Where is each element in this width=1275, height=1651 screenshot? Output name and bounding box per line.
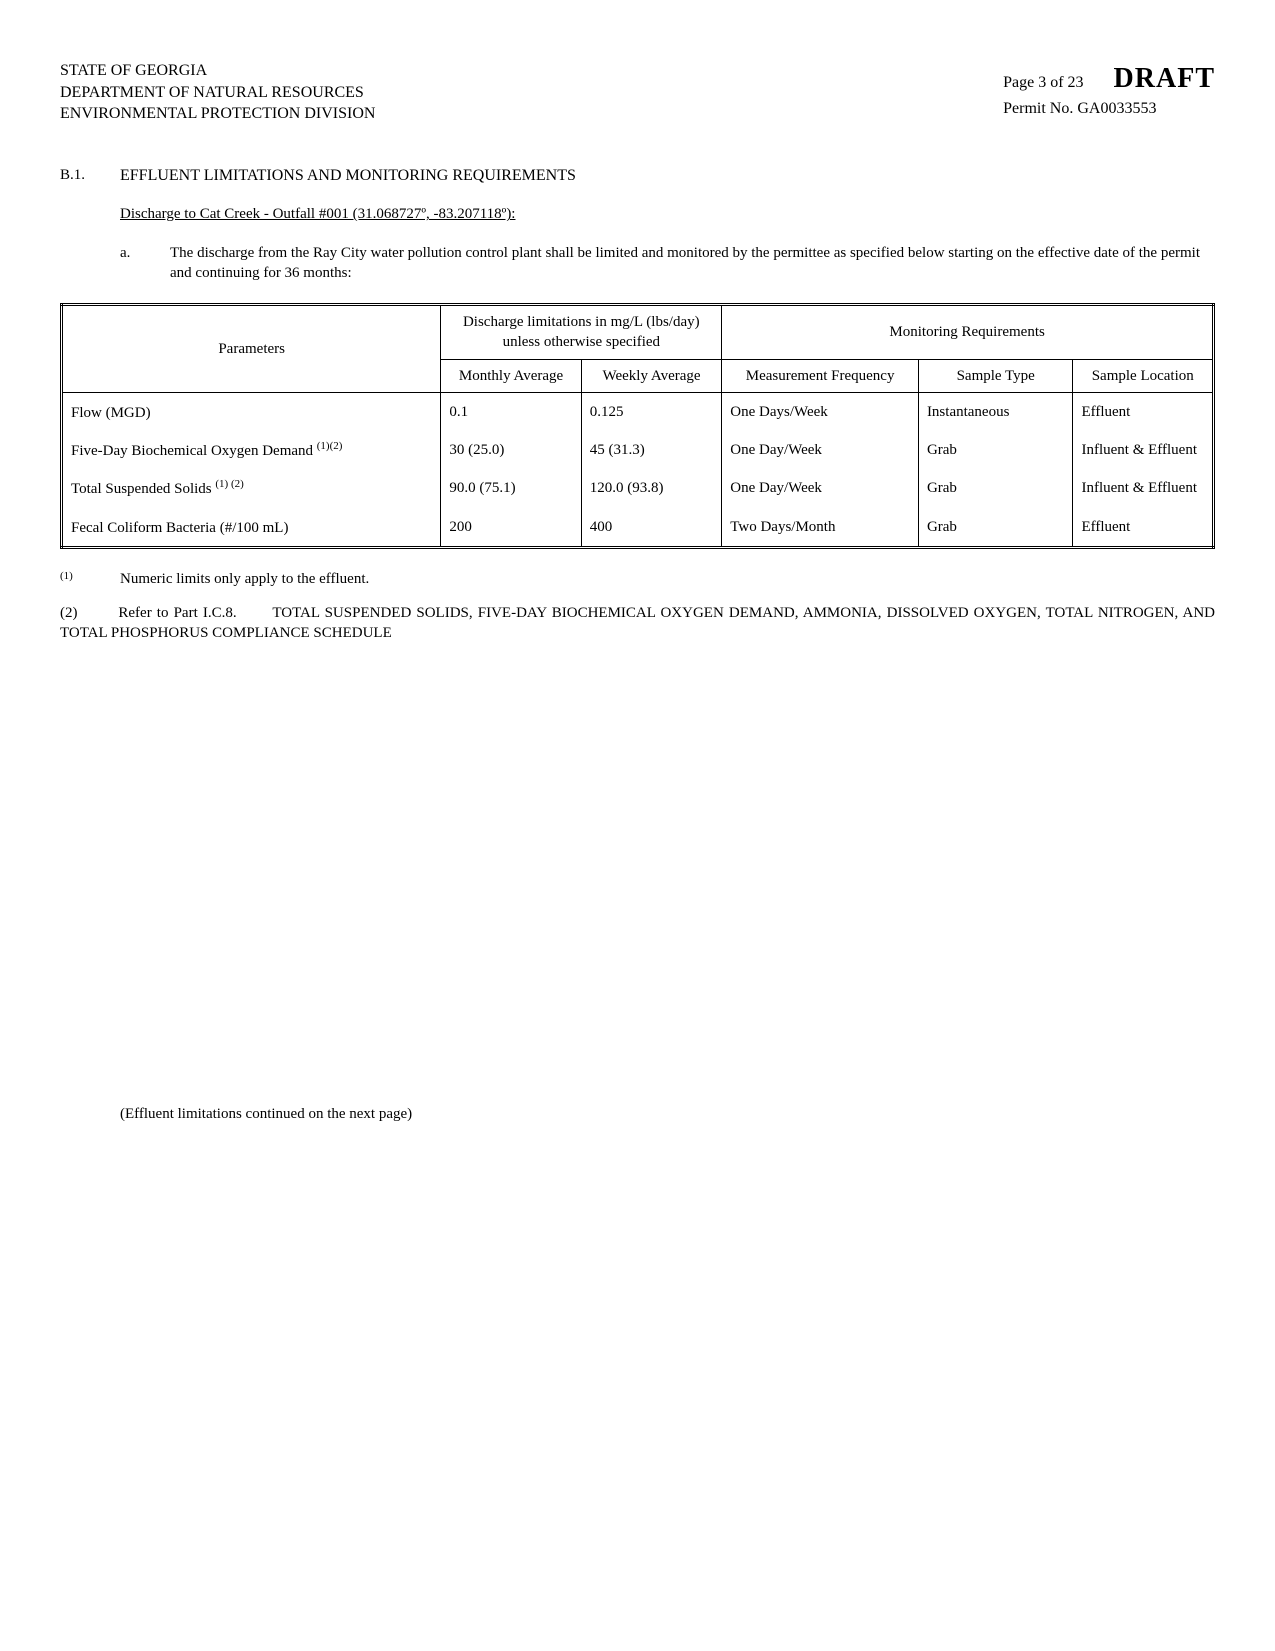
permit-number: Permit No. GA0033553: [1003, 98, 1215, 120]
draft-watermark: DRAFT: [1114, 60, 1215, 98]
cell-type: Grab: [918, 508, 1073, 548]
cell-monthly: 200: [441, 508, 581, 548]
cell-freq: One Day/Week: [722, 431, 919, 469]
header-agency: STATE OF GEORGIA DEPARTMENT OF NATURAL R…: [60, 60, 375, 125]
table-row: Flow (MGD) 0.1 0.125 One Days/Week Insta…: [62, 392, 1214, 431]
subsection-letter: a.: [120, 243, 170, 284]
subsection-a: a. The discharge from the Ray City water…: [120, 243, 1215, 284]
section-number: B.1.: [60, 165, 120, 187]
page-header: STATE OF GEORGIA DEPARTMENT OF NATURAL R…: [60, 60, 1215, 125]
footnote-2: (2) Refer to Part I.C.8. TOTAL SUSPENDED…: [60, 603, 1215, 644]
cell-param: Five-Day Biochemical Oxygen Demand: [71, 443, 317, 459]
header-state: STATE OF GEORGIA: [60, 60, 375, 82]
subsection-text: The discharge from the Ray City water po…: [170, 243, 1215, 284]
col-sample-location: Sample Location: [1073, 359, 1214, 392]
col-monthly: Monthly Average: [441, 359, 581, 392]
footnote-1-ref: (1): [60, 570, 73, 582]
col-monitoring: Monitoring Requirements: [722, 305, 1214, 360]
col-frequency: Measurement Frequency: [722, 359, 919, 392]
table-row: Fecal Coliform Bacteria (#/100 mL) 200 4…: [62, 508, 1214, 548]
cell-monthly: 0.1: [441, 392, 581, 431]
cell-type: Instantaneous: [918, 392, 1073, 431]
cell-weekly: 120.0 (93.8): [581, 469, 721, 507]
cell-freq: Two Days/Month: [722, 508, 919, 548]
cell-loc: Effluent: [1073, 508, 1214, 548]
footnote-2-ref: (2): [60, 605, 78, 621]
continued-note: (Effluent limitations continued on the n…: [120, 1104, 1215, 1124]
cell-weekly: 400: [581, 508, 721, 548]
header-dept: DEPARTMENT OF NATURAL RESOURCES: [60, 82, 375, 104]
col-weekly: Weekly Average: [581, 359, 721, 392]
footnote-1-text: Numeric limits only apply to the effluen…: [120, 569, 369, 589]
col-parameters: Parameters: [62, 305, 441, 393]
cell-type: Grab: [918, 431, 1073, 469]
header-division: ENVIRONMENTAL PROTECTION DIVISION: [60, 103, 375, 125]
cell-weekly: 45 (31.3): [581, 431, 721, 469]
footnote-1: (1) Numeric limits only apply to the eff…: [60, 569, 1215, 589]
cell-loc: Effluent: [1073, 392, 1214, 431]
cell-freq: One Days/Week: [722, 392, 919, 431]
section-heading: B.1. EFFLUENT LIMITATIONS AND MONITORING…: [60, 165, 1215, 187]
footnote-2-prefix: Refer to Part I.C.8.: [118, 605, 236, 621]
cell-sup: (1)(2): [317, 440, 343, 452]
cell-weekly: 0.125: [581, 392, 721, 431]
cell-monthly: 90.0 (75.1): [441, 469, 581, 507]
section-title: EFFLUENT LIMITATIONS AND MONITORING REQU…: [120, 165, 576, 187]
table-row: Total Suspended Solids (1) (2) 90.0 (75.…: [62, 469, 1214, 507]
cell-type: Grab: [918, 469, 1073, 507]
effluent-limitations-table: Parameters Discharge limitations in mg/L…: [60, 303, 1215, 549]
cell-param: Total Suspended Solids: [71, 481, 215, 497]
col-limits: Discharge limitations in mg/L (lbs/day) …: [441, 305, 722, 360]
cell-loc: Influent & Effluent: [1073, 469, 1214, 507]
cell-param: Fecal Coliform Bacteria (#/100 mL): [71, 520, 288, 536]
header-right: Page 3 of 23 DRAFT Permit No. GA0033553: [1003, 60, 1215, 119]
discharge-outfall-line: Discharge to Cat Creek - Outfall #001 (3…: [120, 204, 1215, 224]
cell-loc: Influent & Effluent: [1073, 431, 1214, 469]
page-number: Page 3 of 23: [1003, 72, 1083, 94]
cell-freq: One Day/Week: [722, 469, 919, 507]
col-sample-type: Sample Type: [918, 359, 1073, 392]
table-row: Five-Day Biochemical Oxygen Demand (1)(2…: [62, 431, 1214, 469]
cell-monthly: 30 (25.0): [441, 431, 581, 469]
cell-param: Flow (MGD): [71, 405, 151, 421]
cell-sup: (1) (2): [215, 478, 243, 490]
